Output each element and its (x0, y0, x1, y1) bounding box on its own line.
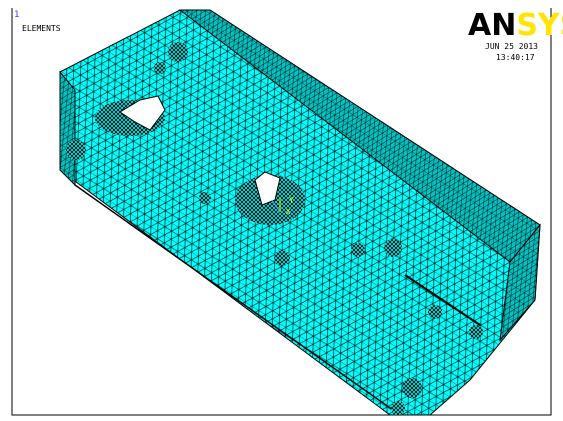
plot-label: ELEMENTS (22, 24, 61, 33)
date: JUN 25 2013 (485, 42, 538, 51)
logo-an: AN (468, 8, 516, 43)
time: 13:40:17 (496, 53, 535, 62)
axis-y-label: Y (289, 196, 294, 205)
page: Y X 1 ELEMENTS ANSYS JUN 25 2013 13:40:1… (0, 0, 563, 421)
ansys-logo: ANSYS (468, 8, 563, 43)
window-number: 1 (14, 10, 19, 20)
ansys-viewport: Y X 1 ELEMENTS ANSYS JUN 25 2013 13:40:1… (0, 0, 563, 421)
mesh-model (60, 10, 540, 415)
logo-sys: SYS (516, 8, 563, 43)
